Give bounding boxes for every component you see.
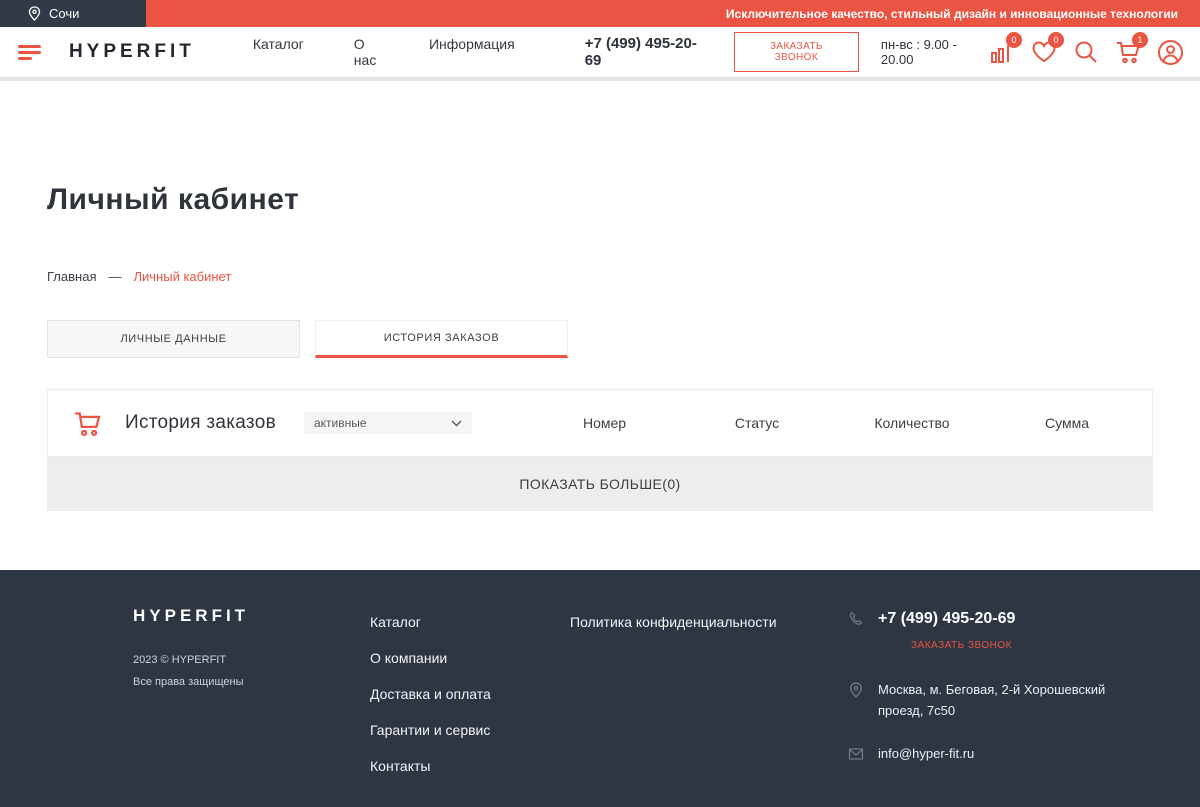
account-tabs: ЛИЧНЫЕ ДАННЫЕ ИСТОРИЯ ЗАКАЗОВ xyxy=(47,320,1153,358)
search-icon xyxy=(1075,41,1097,63)
promo-banner-text: Исключительное качество, стильный дизайн… xyxy=(725,6,1178,21)
show-more-button[interactable]: ПОКАЗАТЬ БОЛЬШЕ(0) xyxy=(47,457,1153,511)
breadcrumb: Главная — Личный кабинет xyxy=(47,269,1153,284)
nav-item-catalog[interactable]: Каталог xyxy=(252,36,304,52)
footer-link-warranty[interactable]: Гарантии и сервис xyxy=(370,722,491,738)
wishlist-button[interactable]: 0 xyxy=(1030,32,1064,66)
order-table-headers: Номер Статус Количество Сумма xyxy=(517,415,1132,431)
footer-contacts: +7 (499) 495-20-69 ЗАКАЗАТЬ ЗВОНОК Москв… xyxy=(848,606,1200,794)
cart-section-icon xyxy=(75,411,101,436)
location-pin-icon xyxy=(28,6,41,21)
order-call-button[interactable]: ЗАКАЗАТЬ ЗВОНОК xyxy=(733,32,859,72)
promo-banner: Исключительное качество, стильный дизайн… xyxy=(146,0,1200,27)
footer-logo[interactable]: HYPERFIT xyxy=(133,606,250,625)
email-icon xyxy=(848,748,864,760)
site-logo[interactable]: HYPERFIT xyxy=(68,41,195,62)
nav-item-about[interactable]: О нас xyxy=(353,36,377,68)
section-title: История заказов xyxy=(125,412,276,433)
column-sum: Сумма xyxy=(1045,415,1089,431)
footer-link-catalog[interactable]: Каталог xyxy=(370,614,421,630)
wishlist-badge: 0 xyxy=(1048,32,1064,48)
chevron-down-icon xyxy=(451,420,462,426)
footer-address: Москва, м. Беговая, 2-й Хорошевский прое… xyxy=(848,679,1200,722)
column-status: Статус xyxy=(734,415,780,431)
search-button[interactable] xyxy=(1072,38,1100,66)
breadcrumb-separator: — xyxy=(108,269,122,284)
footer-email-row: info@hyper-fit.ru xyxy=(848,746,1200,761)
footer-policy-col: Политика конфиденциальности xyxy=(570,606,848,794)
main-nav: Каталог О нас Информация xyxy=(253,36,515,68)
footer-menu: Каталог О компании Доставка и оплата Гар… xyxy=(370,606,570,794)
page-title: Личный кабинет xyxy=(47,183,300,216)
footer-order-call-link[interactable]: ЗАКАЗАТЬ ЗВОНОК xyxy=(911,640,1012,651)
footer-link-company[interactable]: О компании xyxy=(370,650,448,666)
working-hours: пн-вс : 9.00 - 20.00 xyxy=(880,37,957,67)
location-icon xyxy=(850,682,862,698)
compare-button[interactable]: 0 xyxy=(988,32,1022,66)
footer-address-line2: проезд, 7с50 xyxy=(878,703,956,719)
footer-link-privacy-policy[interactable]: Политика конфиденциальности xyxy=(570,614,777,630)
column-quantity: Количество xyxy=(874,415,950,431)
order-filter-value: активные xyxy=(313,416,367,430)
order-filter-select[interactable]: активные xyxy=(303,412,472,434)
user-icon xyxy=(1157,39,1183,65)
footer-address-line1: Москва, м. Беговая, 2-й Хорошевский xyxy=(878,682,1106,697)
tab-order-history[interactable]: ИСТОРИЯ ЗАКАЗОВ xyxy=(315,320,568,358)
nav-item-info[interactable]: Информация xyxy=(428,36,515,52)
footer: HYPERFIT 2023 © HYPERFIT Все права защищ… xyxy=(0,570,1200,807)
footer-link-contacts[interactable]: Контакты xyxy=(370,758,431,774)
header-divider xyxy=(0,77,1200,81)
city-selector[interactable]: Сочи xyxy=(0,0,146,27)
main-content: Личный кабинет Главная — Личный кабинет … xyxy=(0,183,1200,511)
header-icons: 0 0 1 xyxy=(988,32,1184,66)
footer-email[interactable]: info@hyper-fit.ru xyxy=(878,745,975,761)
footer-copyright: 2023 © HYPERFIT xyxy=(133,654,227,666)
footer-phone[interactable]: +7 (499) 495-20-69 xyxy=(878,610,1016,627)
column-number: Номер xyxy=(582,415,627,431)
cart-badge: 1 xyxy=(1132,32,1148,48)
menu-burger-icon[interactable] xyxy=(18,42,41,63)
footer-rights: Все права защищены xyxy=(133,676,244,688)
tab-personal-data[interactable]: ЛИЧНЫЕ ДАННЫЕ xyxy=(47,320,300,358)
footer-brand: HYPERFIT 2023 © HYPERFIT Все права защищ… xyxy=(133,606,370,794)
account-button[interactable] xyxy=(1156,38,1184,66)
city-label: Сочи xyxy=(49,6,80,21)
breadcrumb-home[interactable]: Главная xyxy=(47,269,97,284)
topbar: Сочи Исключительное качество, стильный д… xyxy=(0,0,1200,27)
heart-icon xyxy=(1032,41,1056,63)
footer-link-delivery[interactable]: Доставка и оплата xyxy=(370,686,491,702)
compare-badge: 0 xyxy=(1006,32,1022,48)
breadcrumb-current: Личный кабинет xyxy=(133,269,232,284)
phone-icon xyxy=(849,611,863,625)
cart-button[interactable]: 1 xyxy=(1114,32,1148,66)
header-phone[interactable]: +7 (499) 495-20-69 xyxy=(584,35,697,69)
order-history-header: История заказов активные Номер Статус Ко… xyxy=(47,389,1153,457)
header: HYPERFIT Каталог О нас Информация +7 (49… xyxy=(0,27,1200,77)
